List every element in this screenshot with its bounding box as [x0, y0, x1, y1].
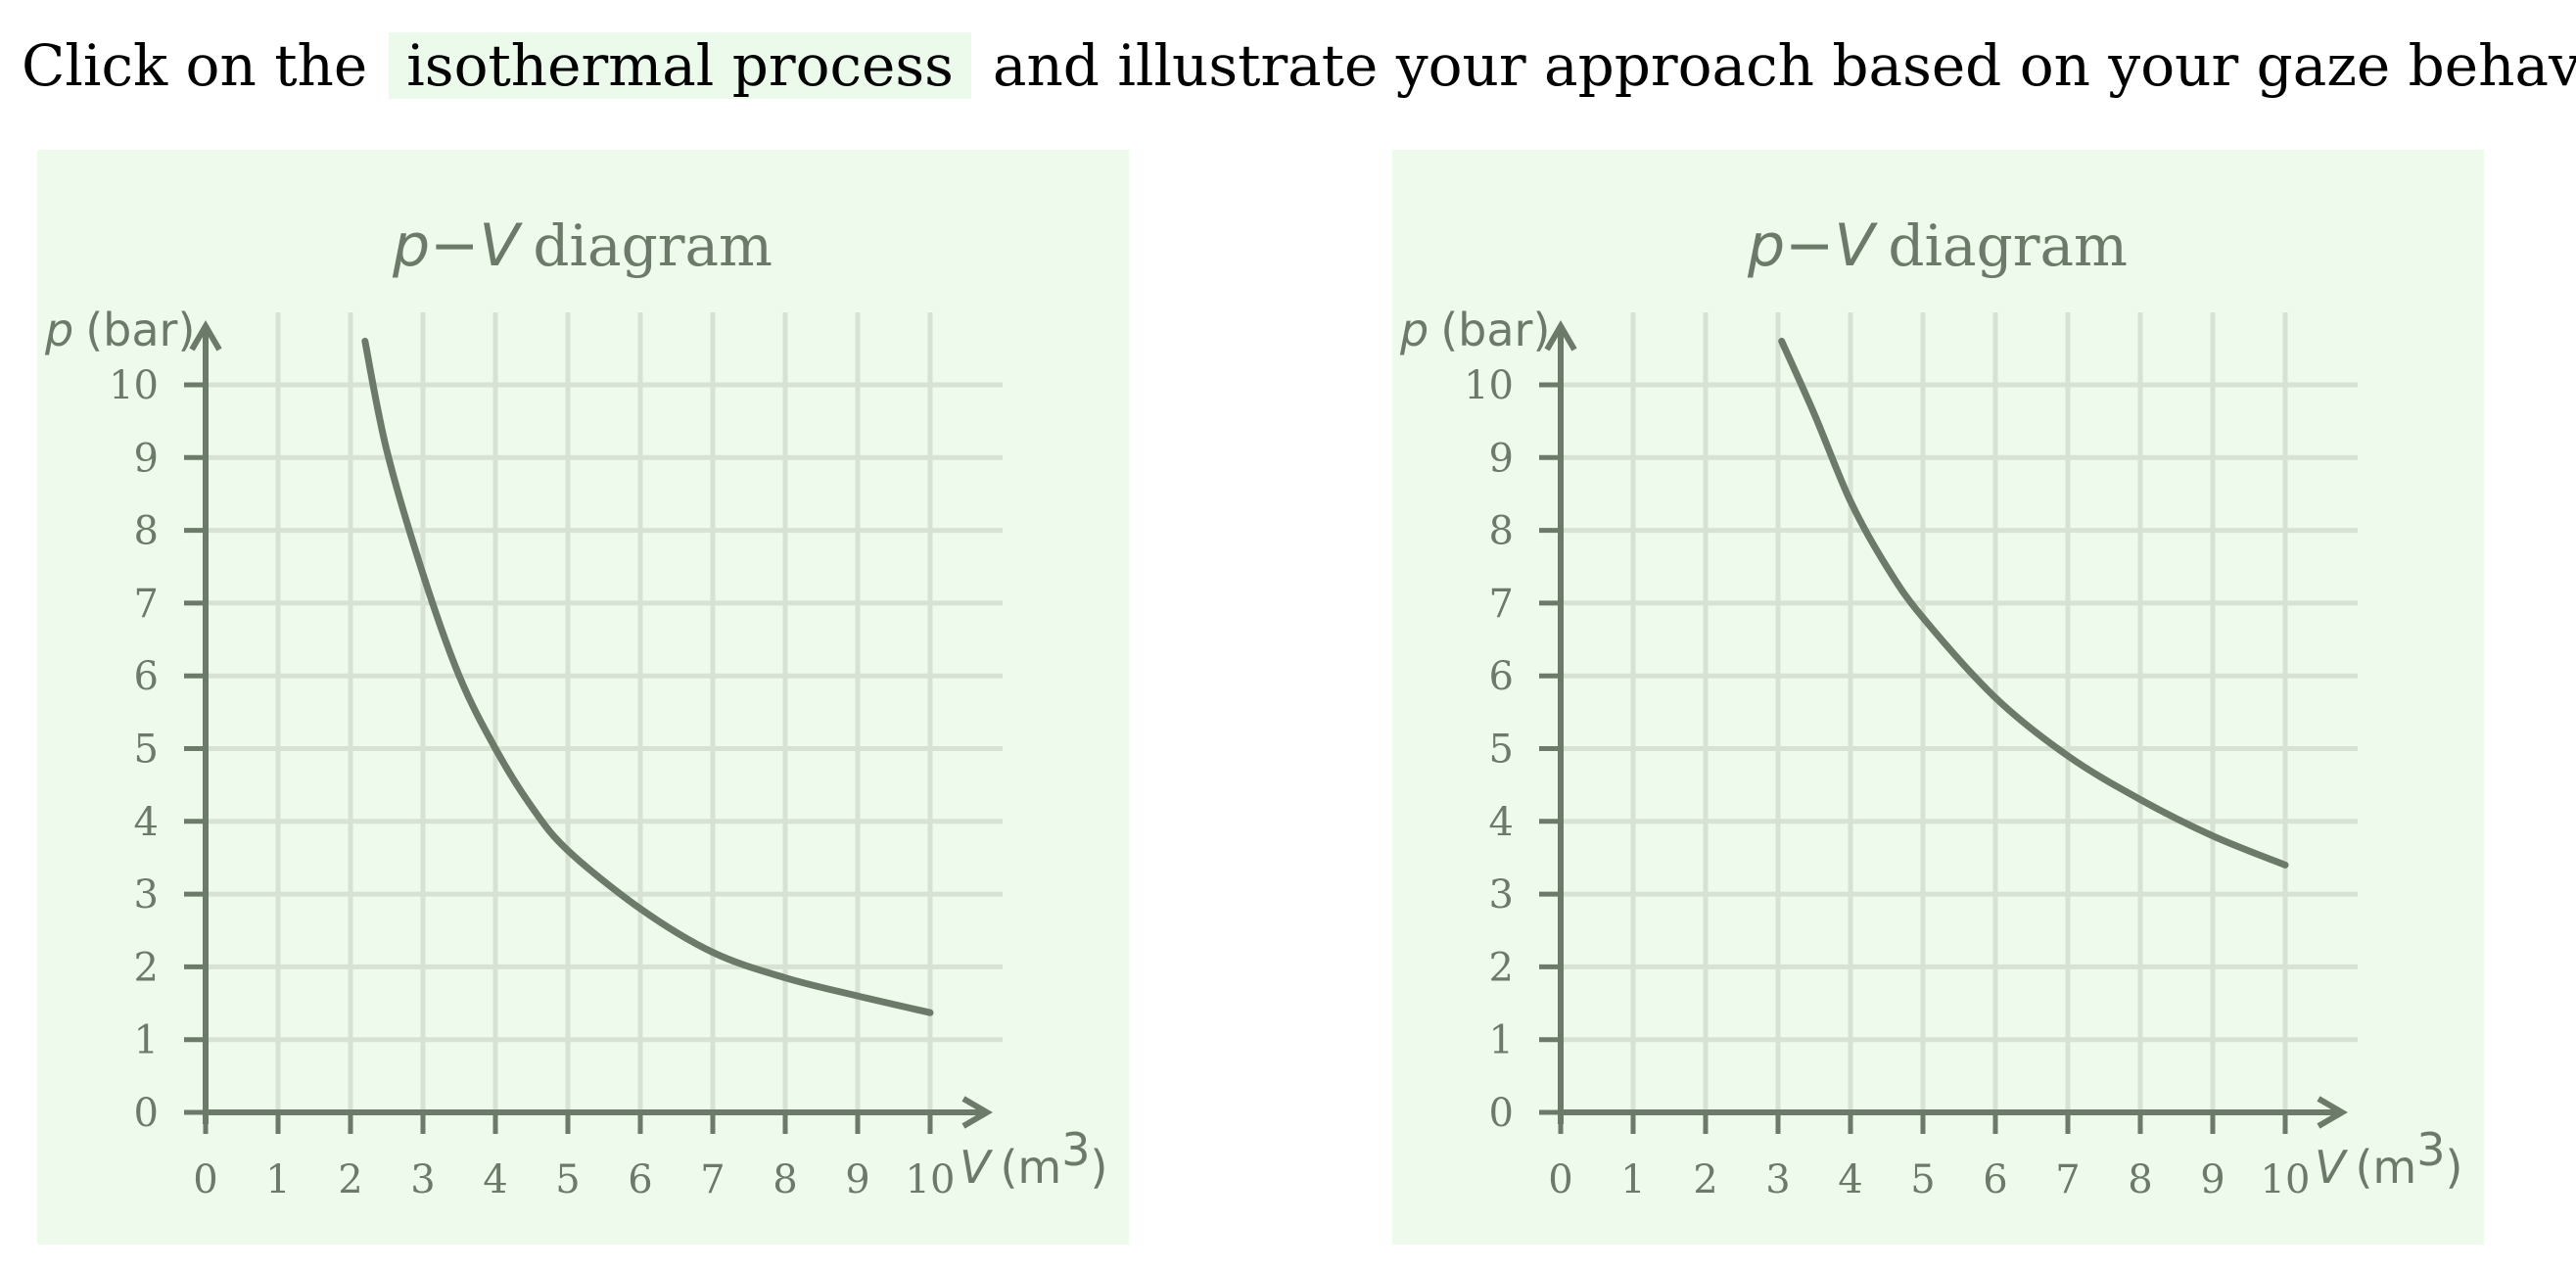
x-tick-label: 2 — [338, 1157, 362, 1202]
x-tick-label: 4 — [483, 1157, 507, 1202]
chart-title: p−V diagram — [1747, 212, 2128, 280]
y-tick-label: 1 — [134, 1018, 159, 1063]
y-axis-arrow — [189, 320, 222, 352]
y-tick-label: 2 — [1489, 945, 1514, 990]
x-tick-label: 6 — [628, 1157, 652, 1202]
y-tick-label: 5 — [134, 728, 159, 773]
instruction-text: Click on the isothermal process and illust… — [22, 27, 2576, 104]
pv-diagram-left[interactable]: 0 1 2 3 4 5 6 7 8 9 10 0 1 2 3 4 5 6 7 8 9 10 p−V diagram p (bar)… — [37, 150, 1129, 1245]
pv-curve[interactable] — [1778, 337, 2289, 869]
x-tick-label: 7 — [2055, 1157, 2080, 1202]
isothermal-process-target[interactable]: isothermal process — [389, 32, 971, 99]
chart-left-svg[interactable]: 0 1 2 3 4 5 6 7 8 9 10 0 1 2 3 4 5 6 7 8 9 10 p−V diagram p (bar)… — [37, 150, 1129, 1245]
y-tick-label: 8 — [1489, 509, 1514, 554]
y-tick-label: 5 — [1489, 728, 1514, 773]
pv-curve[interactable] — [361, 337, 934, 1016]
x-tick-label: 1 — [265, 1157, 290, 1202]
y-axis-arrow — [1544, 320, 1577, 352]
y-axis-label-unit: (bar) — [1440, 304, 1550, 356]
chart-title-variable: p−V — [392, 212, 523, 280]
x-axis-label-superscript: 3 — [2416, 1123, 2445, 1176]
x-tick-label: 9 — [845, 1157, 869, 1202]
x-tick-label: 5 — [1910, 1157, 1935, 1202]
x-tick-label: 6 — [1983, 1157, 2007, 1202]
x-tick-label: 0 — [193, 1157, 217, 1202]
y-axis-label-variable: p — [44, 304, 73, 356]
x-axis-label-unit: (m — [2355, 1141, 2416, 1194]
y-tick-label: 3 — [134, 872, 159, 918]
y-tick-label: 7 — [134, 582, 159, 627]
x-tick-label: 5 — [555, 1157, 580, 1202]
x-tick-label: 3 — [410, 1157, 435, 1202]
y-tick-label: 6 — [1489, 654, 1514, 699]
y-tick-label: 9 — [1489, 436, 1514, 481]
x-axis-label-unit: (m — [1000, 1141, 1061, 1194]
x-axis-label-variable: V — [960, 1141, 994, 1194]
y-tick-label: 6 — [134, 654, 159, 699]
x-tick-label: 7 — [700, 1157, 725, 1202]
x-axis-label: V (m3) — [2315, 1123, 2462, 1194]
y-tick-label: 10 — [109, 363, 159, 408]
x-tick-label: 3 — [1765, 1157, 1790, 1202]
y-tick-label: 1 — [1489, 1018, 1514, 1063]
x-tick-label: 9 — [2200, 1157, 2225, 1202]
x-axis-label-close: ) — [1091, 1141, 1108, 1194]
chart-title-word: diagram — [533, 212, 773, 279]
y-tick-label: 0 — [134, 1091, 159, 1136]
chart-right-svg[interactable]: 0 1 2 3 4 5 6 7 8 9 10 0 1 2 3 4 5 6 7 8 9 10 p−V diagram p (bar)… — [1392, 150, 2484, 1245]
chart-title-word: diagram — [1888, 212, 2128, 279]
x-tick-label: 4 — [1838, 1157, 1862, 1202]
y-tick-label: 7 — [1489, 582, 1514, 627]
x-tick-label: 0 — [1548, 1157, 1572, 1202]
x-tick-label: 10 — [906, 1157, 956, 1202]
y-axis-label-unit: (bar) — [85, 304, 195, 356]
instruction-after: and illustrate your approach based on yo… — [992, 32, 2576, 99]
y-tick-label: 10 — [1464, 363, 1514, 408]
pv-diagram-right[interactable]: 0 1 2 3 4 5 6 7 8 9 10 0 1 2 3 4 5 6 7 8 9 10 p−V diagram p (bar)… — [1392, 150, 2484, 1245]
chart-title-variable: p−V — [1747, 212, 1878, 280]
y-axis-label-variable: p — [1399, 304, 1429, 356]
x-tick-label: 1 — [1620, 1157, 1645, 1202]
x-tick-label: 2 — [1693, 1157, 1717, 1202]
x-axis-arrow — [961, 1096, 993, 1129]
y-tick-label: 8 — [134, 509, 159, 554]
x-tick-label: 10 — [2261, 1157, 2311, 1202]
y-axis-label: p (bar) — [44, 304, 195, 356]
x-tick-label: 8 — [2128, 1157, 2152, 1202]
x-axis-label-close: ) — [2446, 1141, 2463, 1194]
x-tick-label: 8 — [773, 1157, 797, 1202]
y-tick-label: 9 — [134, 436, 159, 481]
chart-title: p−V diagram — [392, 212, 773, 280]
x-axis-arrow — [2317, 1096, 2348, 1129]
y-tick-label: 2 — [134, 945, 159, 990]
y-axis-label: p (bar) — [1399, 304, 1550, 356]
x-axis-label-superscript: 3 — [1061, 1123, 1090, 1176]
instruction-before: Click on the — [22, 32, 368, 99]
x-axis-label: V (m3) — [960, 1123, 1107, 1194]
y-tick-label: 3 — [1489, 872, 1514, 918]
y-tick-label: 4 — [134, 800, 159, 845]
y-tick-label: 0 — [1489, 1091, 1514, 1136]
x-axis-label-variable: V — [2315, 1141, 2349, 1194]
y-tick-label: 4 — [1489, 800, 1514, 845]
